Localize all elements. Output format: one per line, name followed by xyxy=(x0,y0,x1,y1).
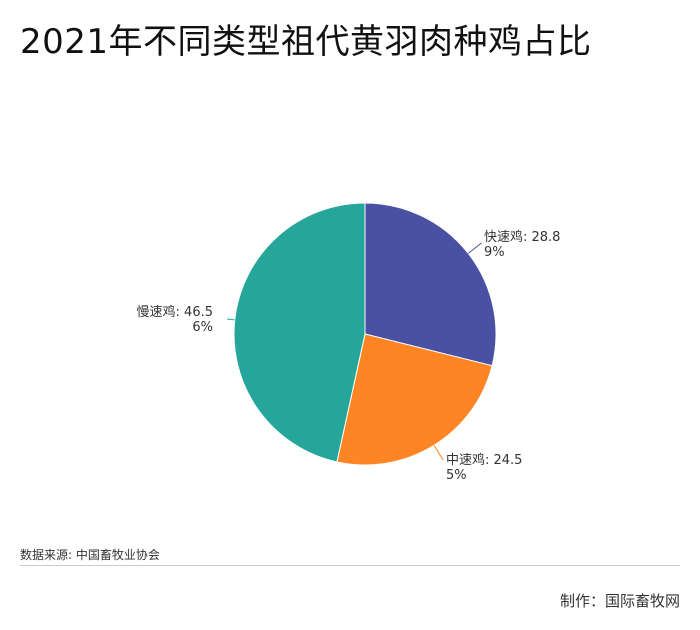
slice-label-2: 中速鸡: 24.5 5% xyxy=(446,452,522,483)
credit-note: 制作：国际畜牧网 xyxy=(559,592,680,610)
leader-line-2 xyxy=(433,445,444,461)
source-note: 数据来源: 中国畜牧业协会 xyxy=(20,548,160,562)
slice-label-3: 慢速鸡: 46.5 6% xyxy=(137,304,213,335)
leader-line-1 xyxy=(467,242,482,254)
pie-slice-1[interactable] xyxy=(364,202,497,367)
footer-divider xyxy=(20,565,680,566)
slice-label-1: 快速鸡: 28.8 9% xyxy=(484,229,560,260)
pie-slice-3[interactable] xyxy=(233,202,366,463)
leader-line-3 xyxy=(226,318,235,321)
chart-title: 2021年不同类型祖代黄羽肉种鸡占比 xyxy=(20,22,592,62)
